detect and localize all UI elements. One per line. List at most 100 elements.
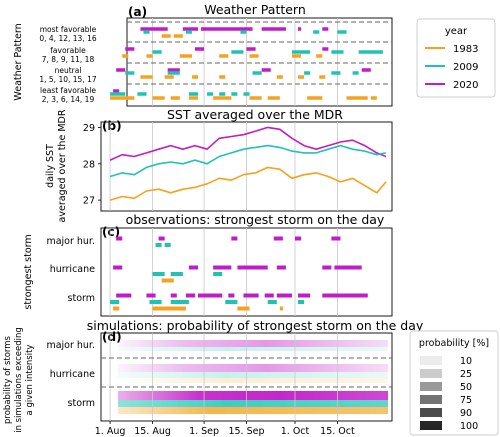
sst-line-2020 [109, 126, 387, 161]
legend-box [416, 18, 496, 98]
event-bar-1983 [122, 54, 129, 58]
event-bar-2009 [240, 30, 247, 34]
event-bar-2009 [358, 50, 383, 54]
event-bar-2009 [331, 50, 344, 54]
panel-c-title: observations: strongest storm on the day [126, 212, 385, 227]
category-most-favorable: most favorable [40, 25, 97, 34]
event-bar-1983 [152, 96, 165, 100]
event-bar-2020 [322, 47, 329, 51]
prob-swatch [420, 369, 442, 378]
prob-level-label: 50 [460, 382, 472, 393]
event-bar-1983 [346, 96, 368, 100]
event-bar-2009 [331, 71, 341, 75]
sst-line-2009 [109, 144, 387, 178]
event-bar-2020 [246, 47, 256, 51]
panel-b-title: SST averaged over the MDR [167, 107, 343, 122]
panel-c: observations: strongest storm on the day… [23, 212, 393, 317]
event-bar-2020 [322, 265, 332, 270]
panel-d-separators [101, 357, 392, 388]
panel-a-ylabel: Weather Pattern [13, 23, 24, 100]
event-bar-2020 [158, 236, 165, 241]
heat-major-magenta [118, 340, 388, 347]
category-favorable: favorable [50, 46, 86, 55]
event-bar-1983 [291, 54, 302, 58]
panel-c-label: (c) [102, 225, 120, 239]
y-tick-label: 27 [83, 196, 95, 207]
event-bar-2009 [207, 92, 214, 96]
event-bar-1983 [237, 306, 250, 311]
event-bar-2020 [331, 236, 341, 241]
prob-legend-title: probability [%] [419, 338, 489, 349]
event-bar-2009 [188, 92, 198, 96]
event-bar-2009 [143, 30, 150, 34]
event-bar-2020 [213, 265, 232, 270]
event-bar-2020 [198, 293, 223, 298]
event-bar-2020 [334, 265, 362, 270]
event-bar-2009 [149, 300, 162, 304]
event-bar-2009 [110, 300, 120, 304]
event-bar-1983 [279, 306, 283, 311]
panel-b-ylabel-line1: daily SST [45, 144, 56, 188]
event-bar-1983 [191, 75, 198, 79]
event-bar-2020 [261, 27, 286, 31]
event-bar-2009 [167, 71, 180, 75]
event-bar-1983 [219, 54, 229, 58]
event-bar-2020 [264, 293, 274, 298]
event-bar-2020 [237, 265, 268, 270]
prob-level-label: 100 [460, 421, 478, 432]
panel-b-ylabel-line2: averaged over the MDR [57, 109, 68, 222]
heat-storm-orange [118, 407, 388, 414]
event-bar-2009 [185, 30, 192, 34]
x-tick-label: 15. Oct [320, 426, 355, 437]
heat-hurricane-cyan [118, 372, 388, 378]
y-tick-label: 29 [83, 123, 95, 134]
event-bar-1983 [170, 96, 180, 100]
event-bar-2020 [125, 47, 135, 51]
panel-c-cat-major: major hur. [46, 236, 95, 247]
event-bar-1983 [267, 96, 280, 100]
event-bar-1983 [188, 96, 198, 100]
event-bar-2009 [170, 272, 183, 276]
panel-b-gridlines [109, 122, 338, 211]
event-bar-2020 [116, 68, 126, 72]
x-axis-ticks: 1. Aug 15. Aug 1. Sep 15. Sep 1. Oct 15. Oct [95, 421, 355, 437]
event-bar-1983 [161, 34, 171, 38]
category-favorable-codes: 7, 8, 9, 11, 18 [42, 55, 95, 64]
panel-a: Weather Pattern (a) Weather Pattern most… [13, 2, 393, 107]
event-bar-2009 [152, 50, 162, 54]
panel-a-title: Weather Pattern [204, 2, 306, 17]
event-bar-2009 [291, 50, 311, 54]
event-bar-1983 [219, 75, 226, 79]
category-most-favorable-codes: 0, 4, 12, 13, 16 [39, 34, 96, 43]
panel-d-ylabel-line3: a given intensity [25, 345, 35, 416]
panel-d-heatmap [118, 340, 388, 414]
event-bar-2020 [201, 27, 253, 31]
event-bar-2020 [113, 89, 120, 93]
event-bar-2009 [298, 300, 305, 304]
event-bar-2020 [361, 68, 371, 72]
x-tick-label: 15. Aug [134, 426, 171, 437]
panel-d-cat-storm: storm [68, 398, 95, 409]
category-neutral-codes: 1, 5, 10, 15, 17 [39, 75, 96, 84]
legend-title: year [445, 26, 468, 37]
event-bar-2009 [213, 272, 223, 276]
panel-b-label: (b) [102, 119, 122, 133]
event-bar-2009 [231, 92, 238, 96]
prob-swatch [420, 421, 442, 430]
panel-c-cat-hurricane: hurricane [50, 264, 95, 275]
panel-d-ylabel-line2: in simulations exceeding [14, 327, 24, 433]
event-bar-2009 [170, 300, 189, 304]
event-bar-2020 [140, 27, 168, 31]
event-bar-1983 [249, 54, 259, 58]
legend-label-1983: 1983 [453, 44, 478, 55]
event-bar-2020 [113, 265, 123, 270]
heat-hurricane-orange [118, 378, 388, 383]
x-tick-label: 1. Aug [95, 426, 126, 437]
panel-d: simulations: probability of strongest st… [3, 318, 424, 437]
heat-storm-cyan [118, 400, 388, 407]
prob-level-label: 75 [460, 395, 472, 406]
sst-line-1983 [109, 166, 387, 201]
x-tick-label: 15. Sep [228, 426, 264, 437]
panel-a-label: (a) [128, 5, 147, 19]
